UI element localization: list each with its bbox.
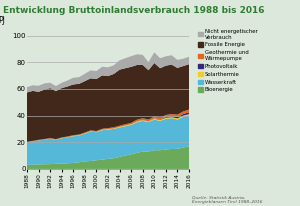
Legend: Nicht energetischer
Verbrauch, Fossile Energie, Geothermie und
Wärmepumpe, Photo: Nicht energetischer Verbrauch, Fossile E…: [198, 29, 258, 92]
Text: Quelle: Statistik Austria,
Energieblanzen Tirol 1988–2016: Quelle: Statistik Austria, Energieblanze…: [192, 195, 262, 204]
Text: Entwicklung Bruttoinlandsverbrauch 1988 bis 2016: Entwicklung Bruttoinlandsverbrauch 1988 …: [3, 6, 265, 15]
Text: PJ: PJ: [0, 16, 5, 25]
